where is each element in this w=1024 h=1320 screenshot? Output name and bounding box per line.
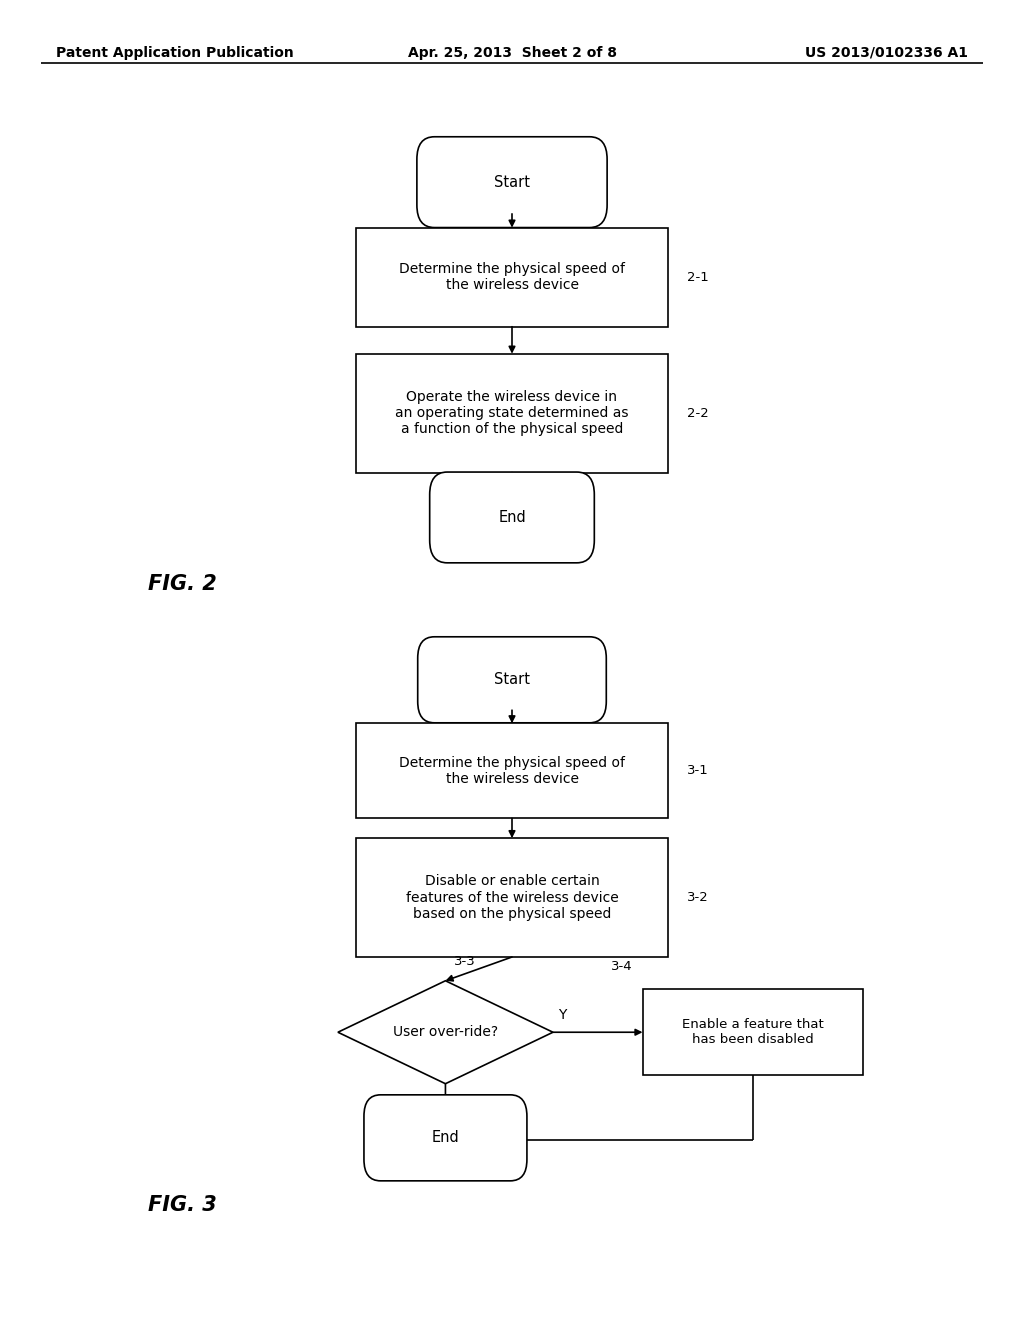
Text: 3-3: 3-3 — [454, 954, 475, 968]
Text: N: N — [418, 1094, 428, 1109]
FancyBboxPatch shape — [430, 473, 594, 562]
Text: Operate the wireless device in
an operating state determined as
a function of th: Operate the wireless device in an operat… — [395, 389, 629, 437]
Text: Patent Application Publication: Patent Application Publication — [56, 46, 294, 59]
Bar — [643, 990, 862, 1074]
Text: 3-2: 3-2 — [686, 891, 709, 904]
Text: 3-4: 3-4 — [610, 961, 632, 974]
Text: User over-ride?: User over-ride? — [393, 1026, 498, 1039]
Text: Determine the physical speed of
the wireless device: Determine the physical speed of the wire… — [399, 263, 625, 292]
Text: Determine the physical speed of
the wireless device: Determine the physical speed of the wire… — [399, 756, 625, 785]
FancyBboxPatch shape — [418, 636, 606, 723]
Text: End: End — [498, 510, 526, 525]
Bar — [356, 227, 669, 326]
Text: Enable a feature that
has been disabled: Enable a feature that has been disabled — [682, 1018, 823, 1047]
Text: 2-2: 2-2 — [686, 407, 709, 420]
Text: 2-1: 2-1 — [686, 271, 709, 284]
Text: FIG. 3: FIG. 3 — [148, 1195, 217, 1214]
Text: 3-1: 3-1 — [686, 764, 709, 777]
Bar — [356, 838, 669, 957]
Text: End: End — [431, 1130, 460, 1146]
FancyBboxPatch shape — [417, 137, 607, 227]
Bar — [356, 723, 669, 818]
Text: Start: Start — [494, 672, 530, 688]
Text: Start: Start — [494, 174, 530, 190]
Polygon shape — [338, 981, 553, 1084]
Text: Apr. 25, 2013  Sheet 2 of 8: Apr. 25, 2013 Sheet 2 of 8 — [408, 46, 616, 59]
Text: FIG. 2: FIG. 2 — [148, 574, 217, 594]
Bar — [356, 354, 669, 473]
FancyBboxPatch shape — [364, 1094, 527, 1181]
Text: Y: Y — [558, 1007, 566, 1022]
Text: US 2013/0102336 A1: US 2013/0102336 A1 — [805, 46, 968, 59]
Text: Disable or enable certain
features of the wireless device
based on the physical : Disable or enable certain features of th… — [406, 874, 618, 921]
